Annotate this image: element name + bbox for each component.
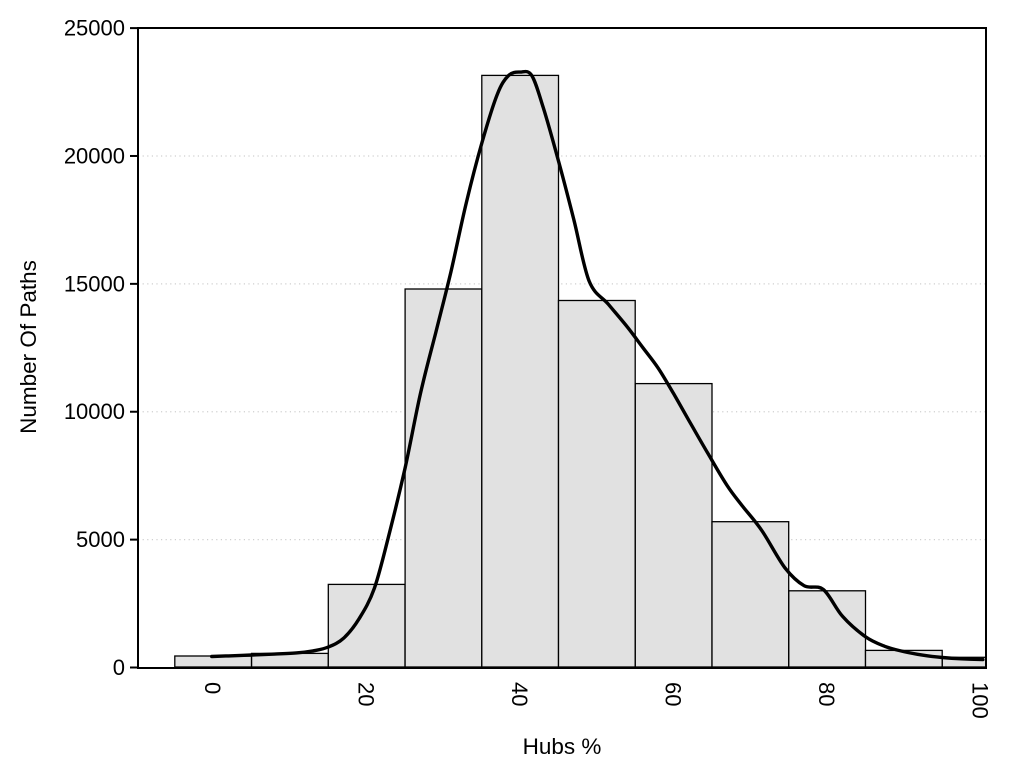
x-axis-title: Hubs % [523,734,602,759]
y-tick-label: 10000 [64,399,125,424]
y-tick-label: 20000 [64,143,125,168]
y-axis-tick-labels: 0 5000 10000 15000 20000 25000 [64,16,125,680]
histogram-bar [557,299,636,668]
histogram-bars [174,74,987,668]
histogram-bar [711,521,790,668]
histogram-bar [327,583,406,668]
x-tick-label: 80 [814,682,839,706]
histogram-bar [481,74,560,668]
y-tick-label: 5000 [76,527,125,552]
y-axis-title: Number Of Paths [16,260,41,434]
x-tick-label: 20 [354,682,379,706]
histogram-bar [404,288,483,668]
histogram-bar [634,382,713,668]
plot-border [137,27,987,669]
density-curve [210,69,985,662]
y-axis-ticks [130,27,138,669]
y-tick-label: 0 [113,655,125,680]
y-tick-label: 15000 [64,271,125,296]
x-tick-label: 40 [507,682,532,706]
x-tick-label: 100 [968,682,993,719]
x-tick-label: 0 [200,682,225,694]
y-tick-label: 25000 [64,16,125,41]
x-axis-tick-labels: 0 20 40 60 80 100 [200,682,992,719]
x-tick-label: 60 [661,682,686,706]
